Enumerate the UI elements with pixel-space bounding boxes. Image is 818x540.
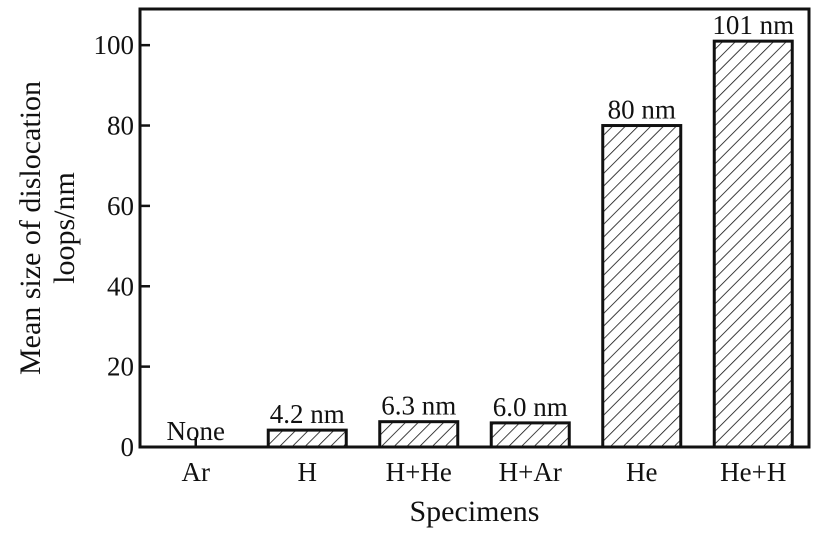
x-category-label: H+Ar [499,457,562,487]
bar-data-label: 80 nm [608,95,676,125]
x-axis-title: Specimens [410,495,540,528]
bars [266,39,794,449]
y-axis-title: Mean size of dislocationloops/nm [14,81,81,375]
bar-data-label: None [167,416,225,446]
y-axis-title-line: loops/nm [48,172,81,284]
x-category-label: H+He [386,457,452,487]
bar-h-plus-he [378,420,460,449]
bar-data-label: 4.2 nm [270,399,345,429]
bar-h [266,428,348,449]
y-axis-title-line: Mean size of dislocation [14,81,47,375]
x-category-label: H [298,457,318,487]
bar-he-plus-h [712,39,794,449]
x-category-label: Ar [182,457,211,487]
y-tick-label: 60 [107,191,134,221]
bar-h-plus-ar [489,421,571,449]
bar-data-label: 101 nm [712,10,794,40]
plot-frame [138,7,811,449]
y-tick-label: 0 [121,432,135,462]
x-category-label: He+H [720,457,786,487]
x-category-label: He [626,457,657,487]
bar-data-label: 6.3 nm [381,391,456,421]
axes: 0 20 40 60 80 100 [94,7,811,462]
y-tick-label: 80 [107,111,134,141]
y-tick-label: 20 [107,352,134,382]
labels: Ar None H 4.2 nm H+He 6.3 nm H+Ar 6.0 nm He 80 nm… [14,10,794,528]
y-tick-label: 100 [94,30,135,60]
y-tick-label: 40 [107,271,134,301]
bar-he [601,124,683,449]
bar-data-label: 6.0 nm [493,392,568,422]
